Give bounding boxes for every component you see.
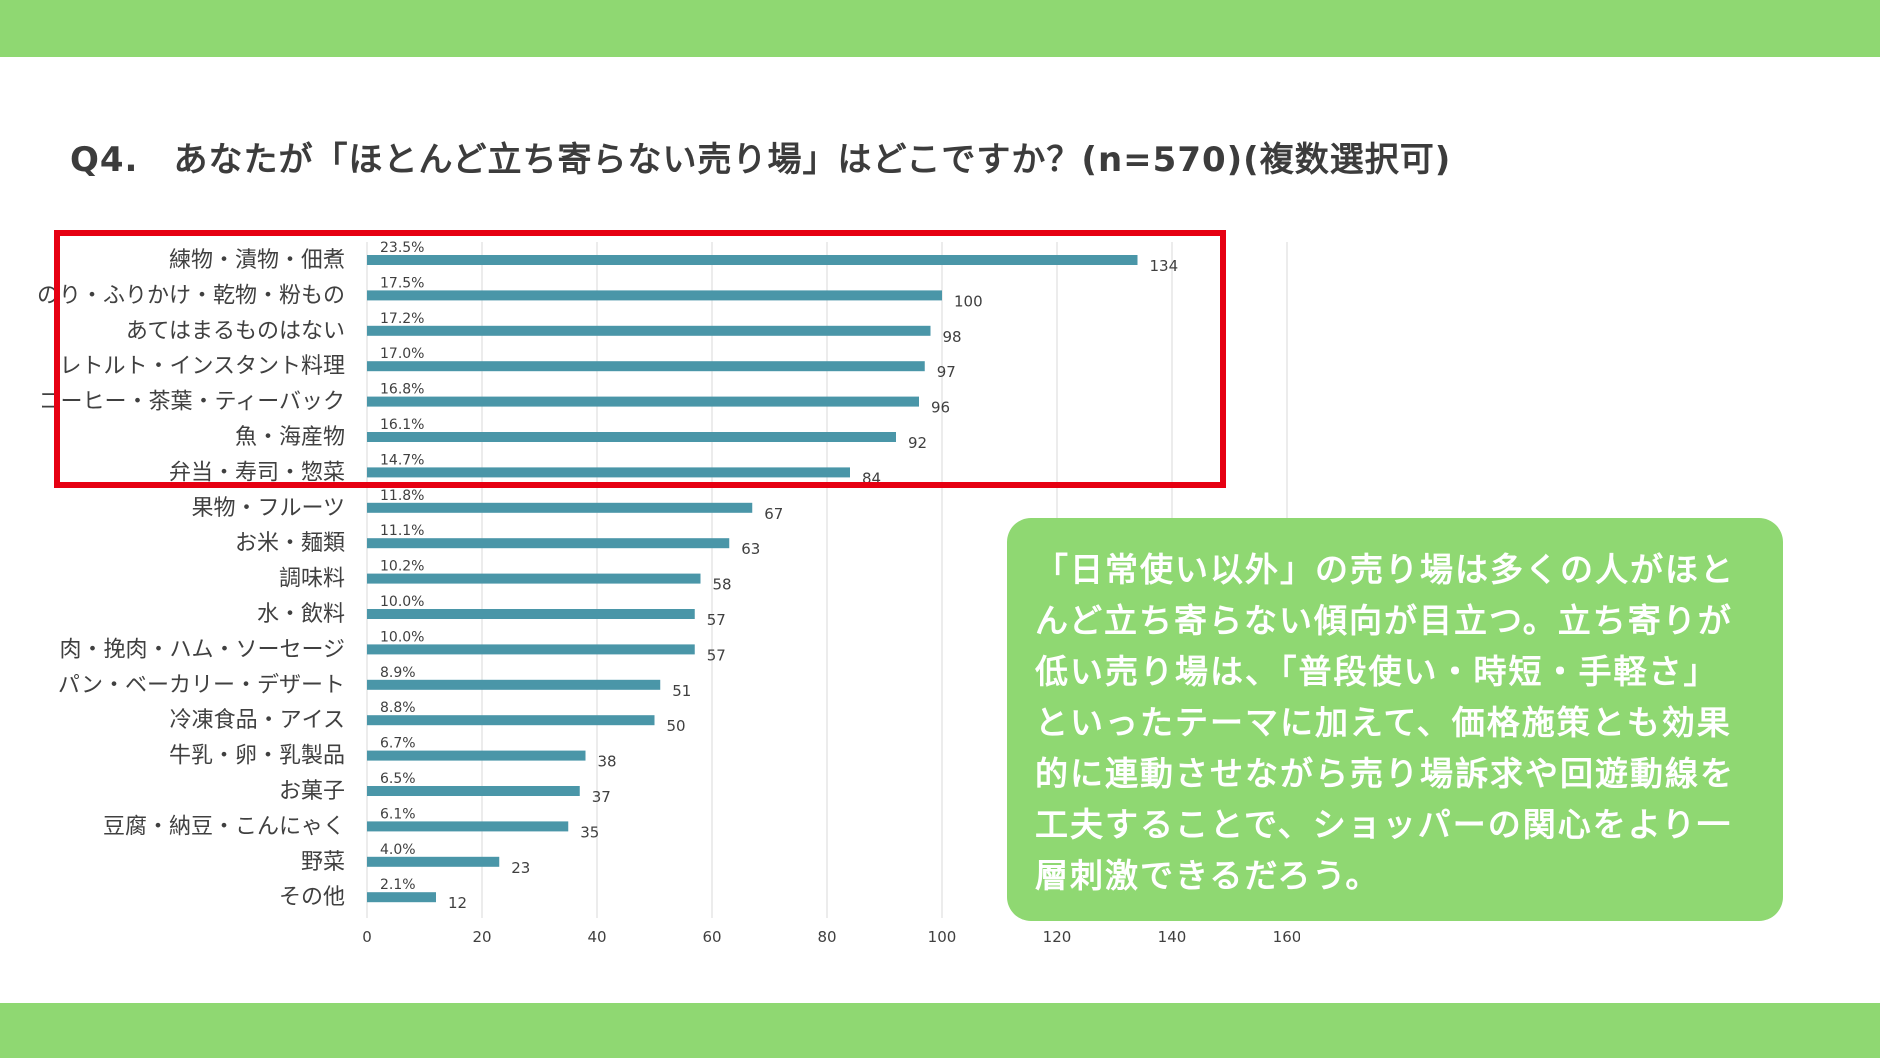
category-label: 冷凍食品・アイス [170, 708, 345, 733]
x-tick-label: 80 [817, 928, 836, 946]
labels: 0 20 40 60 80 100 120 140 160 練物・漬物・佃煮 23.5% 134 のり・… [37, 240, 1300, 946]
percent-label: 10.0% [380, 594, 424, 610]
bar [367, 255, 1138, 265]
category-label: その他 [279, 885, 345, 910]
callout-text: 「日常使い以外」の売り場は多くの人がほとんど立ち寄らない傾向が目立つ。立ち寄りが… [1035, 550, 1735, 895]
bar [367, 892, 436, 903]
bar [367, 538, 730, 549]
value-label: 50 [667, 717, 686, 735]
category-label: あてはまるものはない [126, 319, 345, 344]
value-label: 23 [511, 859, 530, 877]
bar [367, 856, 500, 867]
bar [367, 644, 695, 655]
value-label: 38 [598, 753, 617, 771]
value-label: 98 [943, 328, 962, 346]
bottom-band [0, 1003, 1880, 1058]
percent-label: 6.1% [380, 806, 416, 822]
bar [367, 396, 919, 407]
highlight-box [54, 230, 1226, 488]
bar [367, 467, 850, 478]
percent-label: 11.8% [380, 488, 424, 504]
x-tick-label: 60 [702, 928, 721, 946]
category-label: 牛乳・卵・乳製品 [169, 744, 345, 769]
value-label: 37 [592, 788, 611, 806]
category-label: 練物・漬物・佃煮 [169, 248, 345, 273]
bars [367, 255, 1138, 903]
value-label: 134 [1150, 257, 1179, 275]
bar [367, 679, 661, 690]
category-label: 調味料 [279, 567, 345, 592]
bar [367, 786, 580, 796]
value-label: 57 [707, 611, 726, 629]
bar [367, 821, 569, 832]
category-label: 弁当・寿司・惣菜 [169, 460, 345, 485]
percent-label: 16.8% [380, 382, 424, 398]
percent-label: 17.2% [380, 311, 424, 327]
percent-label: 14.7% [380, 452, 424, 468]
bar [367, 290, 942, 301]
value-label: 67 [764, 505, 783, 523]
top-band [0, 0, 1880, 57]
percent-label: 17.5% [380, 275, 424, 291]
category-label: 野菜 [301, 850, 345, 875]
bar [367, 715, 655, 726]
category-label: 果物・フルーツ [191, 496, 345, 521]
value-label: 63 [741, 540, 760, 558]
category-label: お米・麺類 [235, 531, 345, 556]
bar [367, 750, 586, 761]
value-label: 96 [931, 399, 950, 417]
category-label: レトルト・インスタント料理 [59, 354, 345, 379]
x-tick-label: 100 [928, 928, 957, 946]
percent-label: 6.7% [380, 736, 416, 752]
bar [367, 432, 896, 442]
value-label: 97 [937, 363, 956, 381]
bar [367, 502, 753, 513]
slide-title: Q4. あなたが「ほとんど立ち寄らない売り場」はどこですか？(n=570)(複数… [70, 140, 1452, 180]
x-tick-label: 20 [472, 928, 491, 946]
value-label: 51 [672, 682, 691, 700]
value-label: 12 [448, 894, 467, 912]
percent-label: 8.8% [380, 700, 416, 716]
percent-label: 8.9% [380, 665, 416, 681]
x-tick-label: 160 [1273, 928, 1300, 946]
category-label: 水・飲料 [257, 602, 345, 627]
value-label: 35 [580, 823, 599, 841]
percent-label: 11.1% [380, 523, 424, 539]
bar [367, 325, 931, 336]
category-label: パン・ベーカリー・デザート [58, 673, 345, 698]
percent-label: 16.1% [380, 417, 424, 433]
category-label: 魚・海産物 [235, 425, 345, 450]
category-label: 豆腐・納豆・こんにゃく [103, 814, 345, 839]
value-label: 57 [707, 646, 726, 664]
bar [367, 609, 695, 619]
value-label: 58 [713, 576, 732, 594]
category-label: 肉・挽肉・ハム・ソーセージ [59, 637, 345, 662]
x-tick-label: 120 [1043, 928, 1072, 946]
value-label: 100 [954, 292, 983, 310]
category-label: お菓子 [279, 779, 345, 804]
bar [367, 361, 925, 372]
category-label: のり・ふりかけ・乾物・粉もの [37, 283, 345, 308]
x-tick-label: 40 [587, 928, 606, 946]
callout-box: 「日常使い以外」の売り場は多くの人がほとんど立ち寄らない傾向が目立つ。立ち寄りが… [1007, 518, 1783, 921]
category-label: コーヒー・茶葉・ティーバック [39, 390, 345, 415]
percent-label: 6.5% [380, 771, 416, 787]
bar [367, 573, 701, 584]
percent-label: 4.0% [380, 842, 416, 858]
percent-label: 17.0% [380, 346, 424, 362]
percent-label: 23.5% [380, 240, 424, 256]
x-tick-label: 0 [362, 928, 372, 946]
x-tick-label: 140 [1158, 928, 1187, 946]
percent-label: 10.2% [380, 559, 424, 575]
value-label: 92 [908, 434, 927, 452]
percent-label: 2.1% [380, 877, 416, 893]
percent-label: 10.0% [380, 629, 424, 645]
